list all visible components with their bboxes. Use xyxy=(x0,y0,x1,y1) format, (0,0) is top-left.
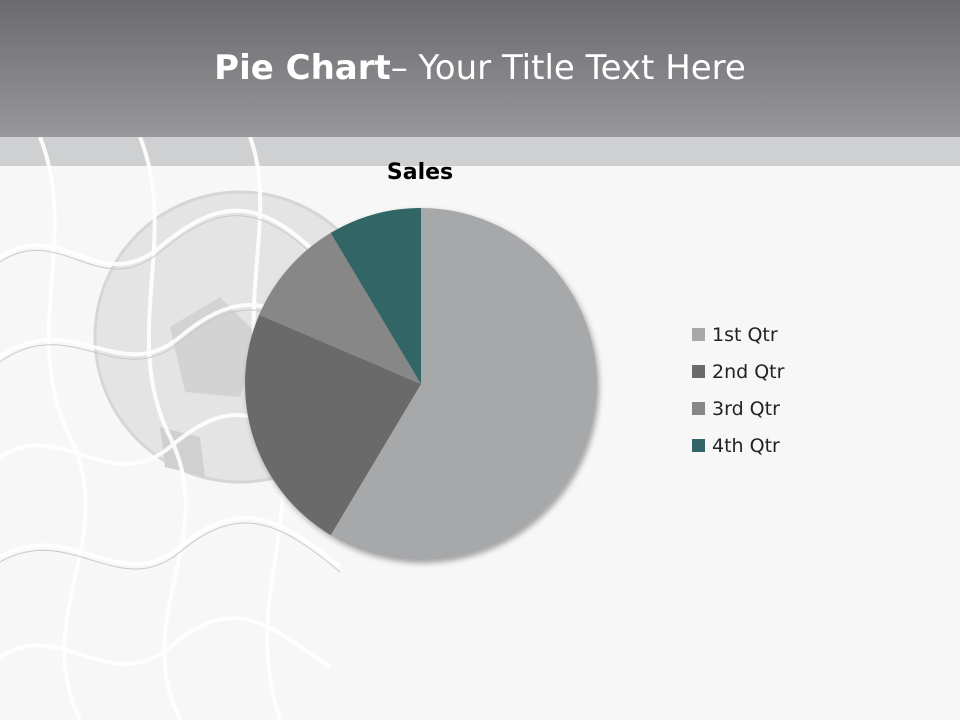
title-bold: Pie Chart xyxy=(214,48,391,88)
legend-label: 3rd Qtr xyxy=(712,397,780,420)
legend-item-2nd-qtr: 2nd Qtr xyxy=(692,353,784,390)
pie-slice-3rd-qtr xyxy=(259,232,421,384)
legend-label: 4th Qtr xyxy=(712,434,780,457)
legend-item-1st-qtr: 1st Qtr xyxy=(692,316,784,353)
legend-label: 1st Qtr xyxy=(712,323,778,346)
title-band xyxy=(0,137,960,166)
pie-slice-2nd-qtr xyxy=(245,314,421,536)
pie-slice-1st-qtr xyxy=(330,208,597,560)
title-rest: – Your Title Text Here xyxy=(390,48,746,88)
legend-swatch xyxy=(692,439,705,452)
legend-item-4th-qtr: 4th Qtr xyxy=(692,427,784,464)
legend-swatch xyxy=(692,328,705,341)
legend-swatch xyxy=(692,365,705,378)
legend-item-3rd-qtr: 3rd Qtr xyxy=(692,390,784,427)
legend: 1st Qtr 2nd Qtr 3rd Qtr 4th Qtr xyxy=(692,316,784,464)
title-bar xyxy=(0,0,960,137)
legend-swatch xyxy=(692,402,705,415)
chart-title: Sales xyxy=(386,160,454,185)
pie-slice-4th-qtr xyxy=(330,208,421,384)
legend-label: 2nd Qtr xyxy=(712,360,785,383)
slide-title: Pie Chart– Your Title Text Here xyxy=(0,48,960,88)
